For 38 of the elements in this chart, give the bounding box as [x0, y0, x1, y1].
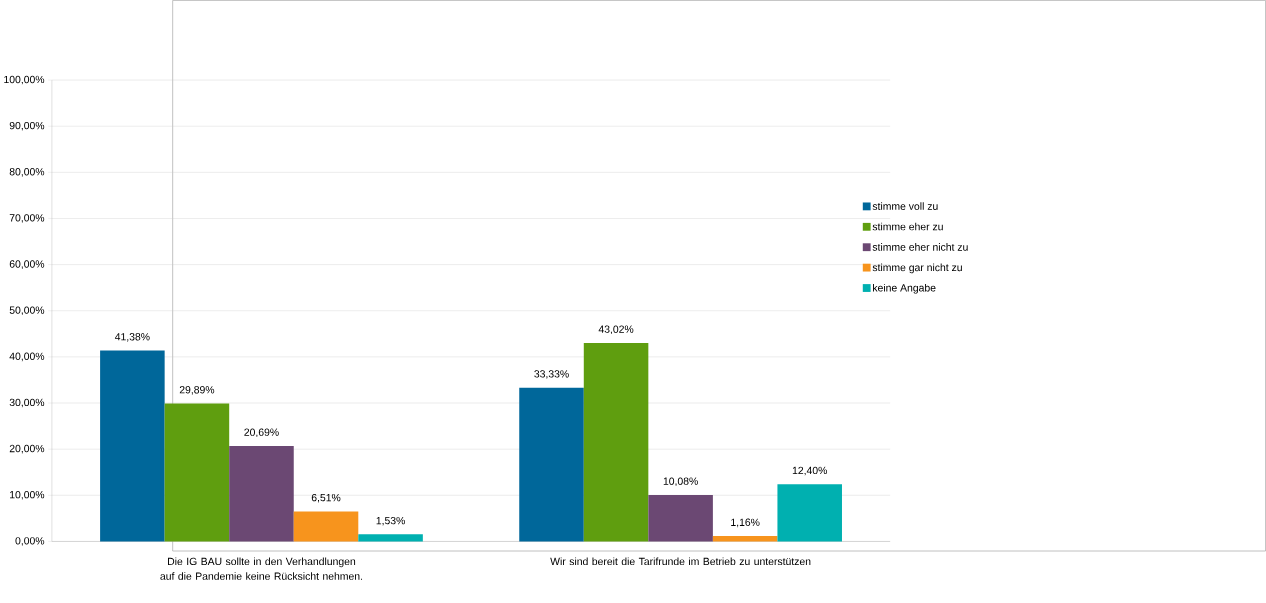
y-tick-label: 80,00%	[9, 167, 45, 177]
bar	[229, 445, 294, 542]
data-label: 12,40%	[792, 466, 827, 476]
x-tick-label: Wir sind bereit die Tarifrunde im Betrieb zu unterstützen	[550, 557, 811, 565]
bar	[712, 535, 778, 542]
data-label: 1,16%	[731, 518, 760, 528]
data-label: 33,33%	[534, 370, 569, 379]
y-tick-label: 90,00%	[9, 121, 45, 131]
bar	[648, 494, 713, 542]
x-tick-label: Die IG BAU sollte in den Verhandlungen auf die Pandemie keine Rücksicht nehmen.	[160, 557, 363, 580]
data-label: 20,69%	[244, 428, 279, 437]
legend-label: stimme gar nicht zu	[872, 263, 962, 274]
y-tick-label: 100,00%	[4, 75, 45, 85]
data-label: 29,89%	[179, 385, 215, 395]
data-label: 1,53%	[376, 516, 405, 526]
y-tick-label: 60,00%	[9, 260, 45, 269]
bar	[358, 534, 423, 542]
data-label: 6,51%	[311, 493, 341, 503]
bar	[777, 484, 842, 542]
bar	[583, 342, 649, 542]
y-tick-label: 10,00%	[10, 490, 45, 500]
y-tick-label: 0,00%	[15, 537, 45, 546]
data-label: 41,38%	[114, 332, 150, 342]
legend-label: stimme eher nicht zu	[872, 242, 968, 251]
data-label: 43,02%	[598, 325, 634, 334]
y-tick-label: 30,00%	[9, 398, 45, 408]
legend-label: stimme eher zu	[872, 222, 943, 231]
bar	[519, 387, 584, 542]
bar	[164, 403, 230, 542]
y-tick-label: 50,00%	[9, 306, 45, 315]
legend-label: keine Angabe	[873, 283, 936, 294]
data-label: 10,08%	[663, 477, 698, 486]
y-tick-label: 70,00%	[9, 214, 45, 223]
bar	[293, 511, 359, 542]
y-tick-label: 40,00%	[9, 352, 45, 362]
bar	[100, 350, 165, 542]
y-tick-label: 20,00%	[9, 444, 45, 454]
legend-label: stimme voll zu	[872, 202, 938, 210]
